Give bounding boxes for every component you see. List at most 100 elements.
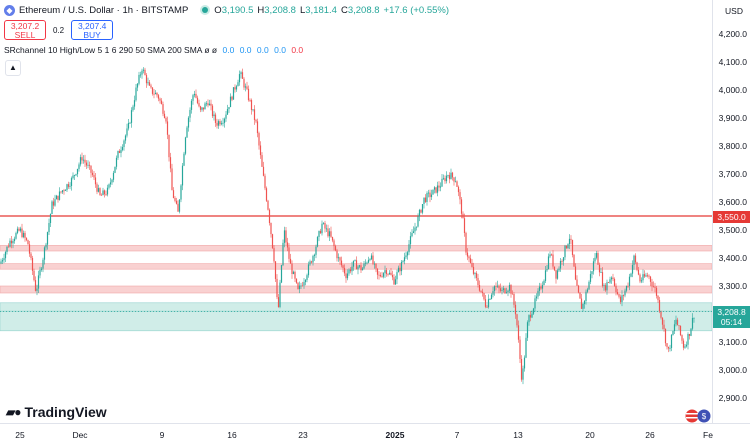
candle-body — [6, 246, 8, 253]
candle-body — [148, 82, 151, 86]
candle-body — [685, 344, 688, 347]
candle-body — [184, 137, 187, 154]
candle-body — [73, 175, 76, 176]
candle-body — [490, 294, 493, 300]
candle-body — [321, 223, 323, 234]
symbol-title[interactable]: Ethereum / U.S. Dollar · 1h · BITSTAMP — [19, 4, 189, 16]
candle-body — [189, 109, 191, 118]
candle-body — [570, 238, 572, 240]
tradingview-logo[interactable]: ▰● TradingView — [6, 404, 107, 420]
candle-body — [250, 100, 253, 110]
candle-body — [118, 151, 121, 153]
candle-body — [396, 272, 398, 280]
candle-body — [474, 273, 476, 274]
candle-body — [313, 254, 316, 257]
candle-body — [627, 285, 629, 287]
candle-body — [298, 285, 301, 290]
candle-body — [0, 261, 2, 264]
candle-body — [144, 69, 146, 76]
candle-body — [547, 256, 550, 270]
price-tick: 3,900.0 — [718, 113, 747, 123]
candle-body — [541, 285, 544, 289]
candle-body — [454, 181, 457, 183]
candle-body — [687, 333, 689, 345]
candle-body — [102, 190, 104, 196]
time-axis[interactable]: 25 Dec 9 16 23 2025 7 13 20 26 Fe — [0, 423, 750, 445]
candle-body — [660, 311, 662, 318]
candle-body — [480, 290, 482, 292]
candle-body — [369, 259, 371, 260]
price-tick: 3,500.0 — [718, 225, 747, 235]
candle-body — [496, 285, 499, 287]
candle-body — [259, 145, 262, 156]
candle-body — [123, 140, 125, 148]
candle-body — [471, 262, 473, 267]
candle-body — [457, 186, 460, 193]
candle-body — [591, 271, 593, 275]
candle-body — [198, 103, 200, 107]
candle-body — [519, 339, 521, 359]
candle-body — [433, 187, 436, 190]
candle-body — [606, 282, 608, 291]
candle-body — [456, 181, 458, 187]
candle-body — [676, 319, 679, 326]
candle-body — [390, 272, 392, 275]
time-tick: 16 — [227, 430, 237, 440]
sell-label: SELL — [14, 30, 36, 40]
candle-body — [421, 204, 424, 213]
candle-body — [130, 110, 133, 123]
candle-body — [579, 292, 581, 299]
candle-body — [613, 279, 616, 286]
candle-body — [688, 333, 691, 336]
candle-body — [631, 264, 634, 274]
candle-body — [681, 335, 683, 341]
price-chart[interactable] — [0, 0, 712, 423]
candle-body — [199, 106, 202, 110]
buy-button[interactable]: 3,207.4 BUY — [71, 20, 114, 40]
candle-body — [43, 247, 46, 260]
candle-body — [208, 103, 211, 106]
candle-body — [453, 177, 455, 182]
candle-body — [219, 121, 221, 125]
candle-body — [423, 197, 425, 205]
high-key: H — [257, 4, 265, 16]
candle-body — [636, 262, 638, 270]
candle-body — [445, 175, 448, 182]
candle-body — [141, 70, 143, 75]
sell-button[interactable]: 3,207.2 SELL — [4, 20, 46, 40]
candle-body — [105, 194, 107, 195]
candle-body — [25, 237, 28, 241]
candle-body — [85, 162, 88, 166]
chevron-up-icon[interactable]: ▲ — [5, 60, 21, 76]
candle-body — [214, 114, 217, 123]
candle-body — [99, 188, 101, 195]
candle-body — [564, 245, 566, 258]
candle-body — [117, 151, 119, 158]
candle-body — [114, 166, 116, 173]
candle-body — [147, 82, 149, 84]
indicator-legend[interactable]: SRchannel 10 High/Low 5 1 6 290 50 SMA 2… — [4, 45, 303, 55]
candle-body — [211, 105, 214, 117]
candle-body — [418, 210, 421, 217]
candle-body — [510, 284, 512, 294]
candle-body — [75, 174, 77, 176]
candle-body — [153, 93, 155, 95]
candle-body — [495, 286, 497, 288]
candle-body — [520, 358, 523, 380]
currency-label[interactable]: USD — [725, 6, 743, 16]
candle-body — [240, 72, 242, 75]
candle-body — [364, 262, 367, 264]
close-value: 3,208.8 — [347, 4, 380, 16]
candle-body — [468, 256, 470, 259]
candle-body — [90, 165, 92, 173]
candle-body — [358, 265, 361, 267]
candle-body — [316, 237, 319, 247]
candle-body — [267, 200, 269, 210]
candle-body — [273, 248, 275, 262]
chart-area[interactable] — [0, 0, 712, 423]
us-flag-icon[interactable]: $ — [685, 409, 711, 423]
candle-body — [612, 277, 614, 280]
candle-body — [3, 258, 5, 261]
candle-body — [349, 269, 352, 272]
candle-body — [78, 164, 80, 169]
